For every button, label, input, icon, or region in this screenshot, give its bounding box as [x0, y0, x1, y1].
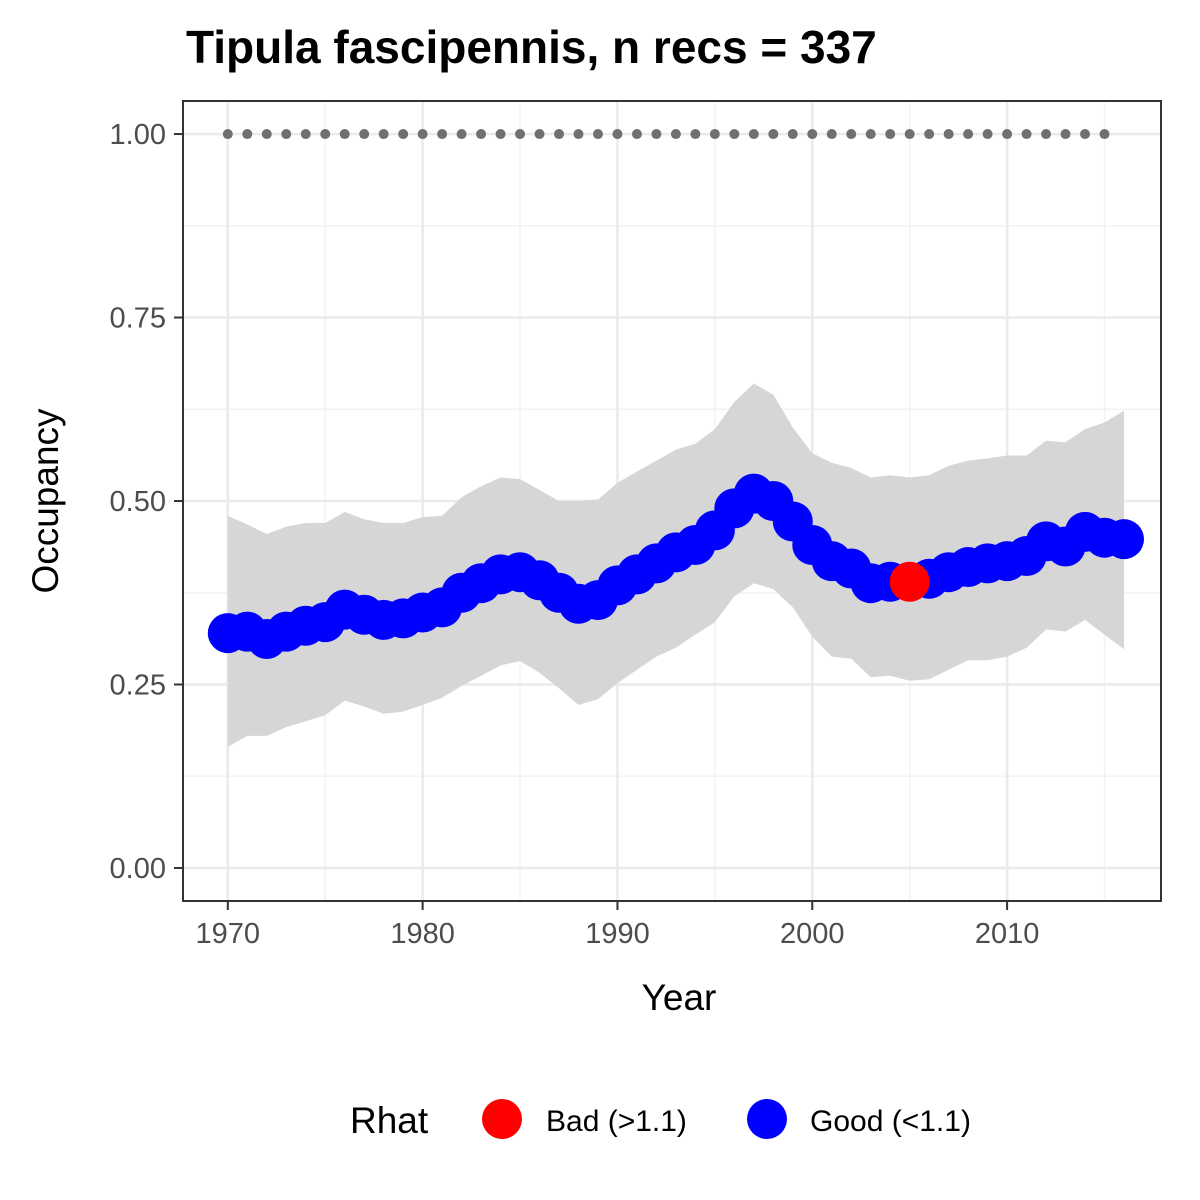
reference-point	[768, 129, 779, 140]
legend-title: Rhat	[350, 1100, 429, 1141]
reference-point	[963, 129, 974, 140]
legend-good-key	[747, 1099, 787, 1139]
legend-bad-key	[482, 1099, 522, 1139]
reference-point	[807, 129, 818, 140]
reference-point	[865, 129, 876, 140]
reference-point	[261, 129, 272, 140]
reference-point	[437, 129, 448, 140]
reference-point	[846, 129, 857, 140]
reference-point	[1041, 129, 1052, 140]
reference-point	[924, 129, 935, 140]
reference-point	[398, 129, 409, 140]
reference-point	[885, 129, 896, 140]
occupancy-points-layer	[207, 473, 1144, 659]
reference-point	[651, 129, 662, 140]
reference-point	[748, 129, 759, 140]
x-tick-label: 1970	[196, 918, 261, 950]
x-axis-title: Year	[642, 977, 717, 1018]
occupancy-point-good	[1103, 519, 1144, 560]
y-tick-label: 0.00	[110, 853, 166, 885]
y-tick-label: 1.00	[110, 119, 166, 151]
legend-good-label: Good (<1.1)	[810, 1105, 971, 1138]
reference-point	[222, 129, 233, 140]
reference-point	[456, 129, 467, 140]
y-tick-label: 0.75	[110, 303, 166, 335]
reference-point	[709, 129, 720, 140]
reference-point	[534, 129, 545, 140]
reference-point	[592, 129, 603, 140]
y-tick-label: 0.25	[110, 669, 166, 701]
legend-bad-label: Bad (>1.1)	[546, 1105, 687, 1138]
reference-point	[1002, 129, 1013, 140]
reference-point	[670, 129, 681, 140]
x-tick-label: 2000	[780, 918, 845, 950]
reference-point	[320, 129, 331, 140]
reference-point	[1021, 129, 1032, 140]
reference-point	[729, 129, 740, 140]
reference-point	[612, 129, 623, 140]
axis-ticks-layer: 1970 1980 1990 2000 2010 0.00 0.25 0.50 0.75 1.00	[110, 119, 1040, 950]
reference-point	[417, 129, 428, 140]
reference-point	[1060, 129, 1071, 140]
x-tick-label: 1980	[390, 918, 455, 950]
reference-point	[281, 129, 292, 140]
reference-point	[300, 129, 311, 140]
reference-point	[904, 129, 915, 140]
reference-point	[378, 129, 389, 140]
y-tick-label: 0.50	[110, 486, 166, 518]
reference-point	[359, 129, 370, 140]
x-tick-label: 2010	[975, 918, 1040, 950]
reference-point	[1099, 129, 1110, 140]
reference-point	[1080, 129, 1091, 140]
reference-point	[573, 129, 584, 140]
y-axis-title: Occupancy	[25, 408, 66, 594]
reference-point	[826, 129, 837, 140]
legend: Rhat Bad (>1.1) Good (<1.1)	[350, 1099, 971, 1141]
occupancy-point-bad	[889, 561, 930, 602]
chart-title: Tipula fascipennis, n recs = 337	[186, 21, 877, 73]
reference-point	[495, 129, 506, 140]
reference-point	[631, 129, 642, 140]
reference-point	[690, 129, 701, 140]
reference-point	[242, 129, 253, 140]
reference-point	[943, 129, 954, 140]
reference-points-layer	[222, 129, 1110, 140]
reference-point	[515, 129, 526, 140]
reference-point	[982, 129, 993, 140]
grid-lines	[183, 101, 1161, 901]
reference-point	[476, 129, 487, 140]
reference-point	[554, 129, 565, 140]
x-tick-label: 1990	[585, 918, 650, 950]
reference-point	[787, 129, 798, 140]
reference-point	[339, 129, 350, 140]
